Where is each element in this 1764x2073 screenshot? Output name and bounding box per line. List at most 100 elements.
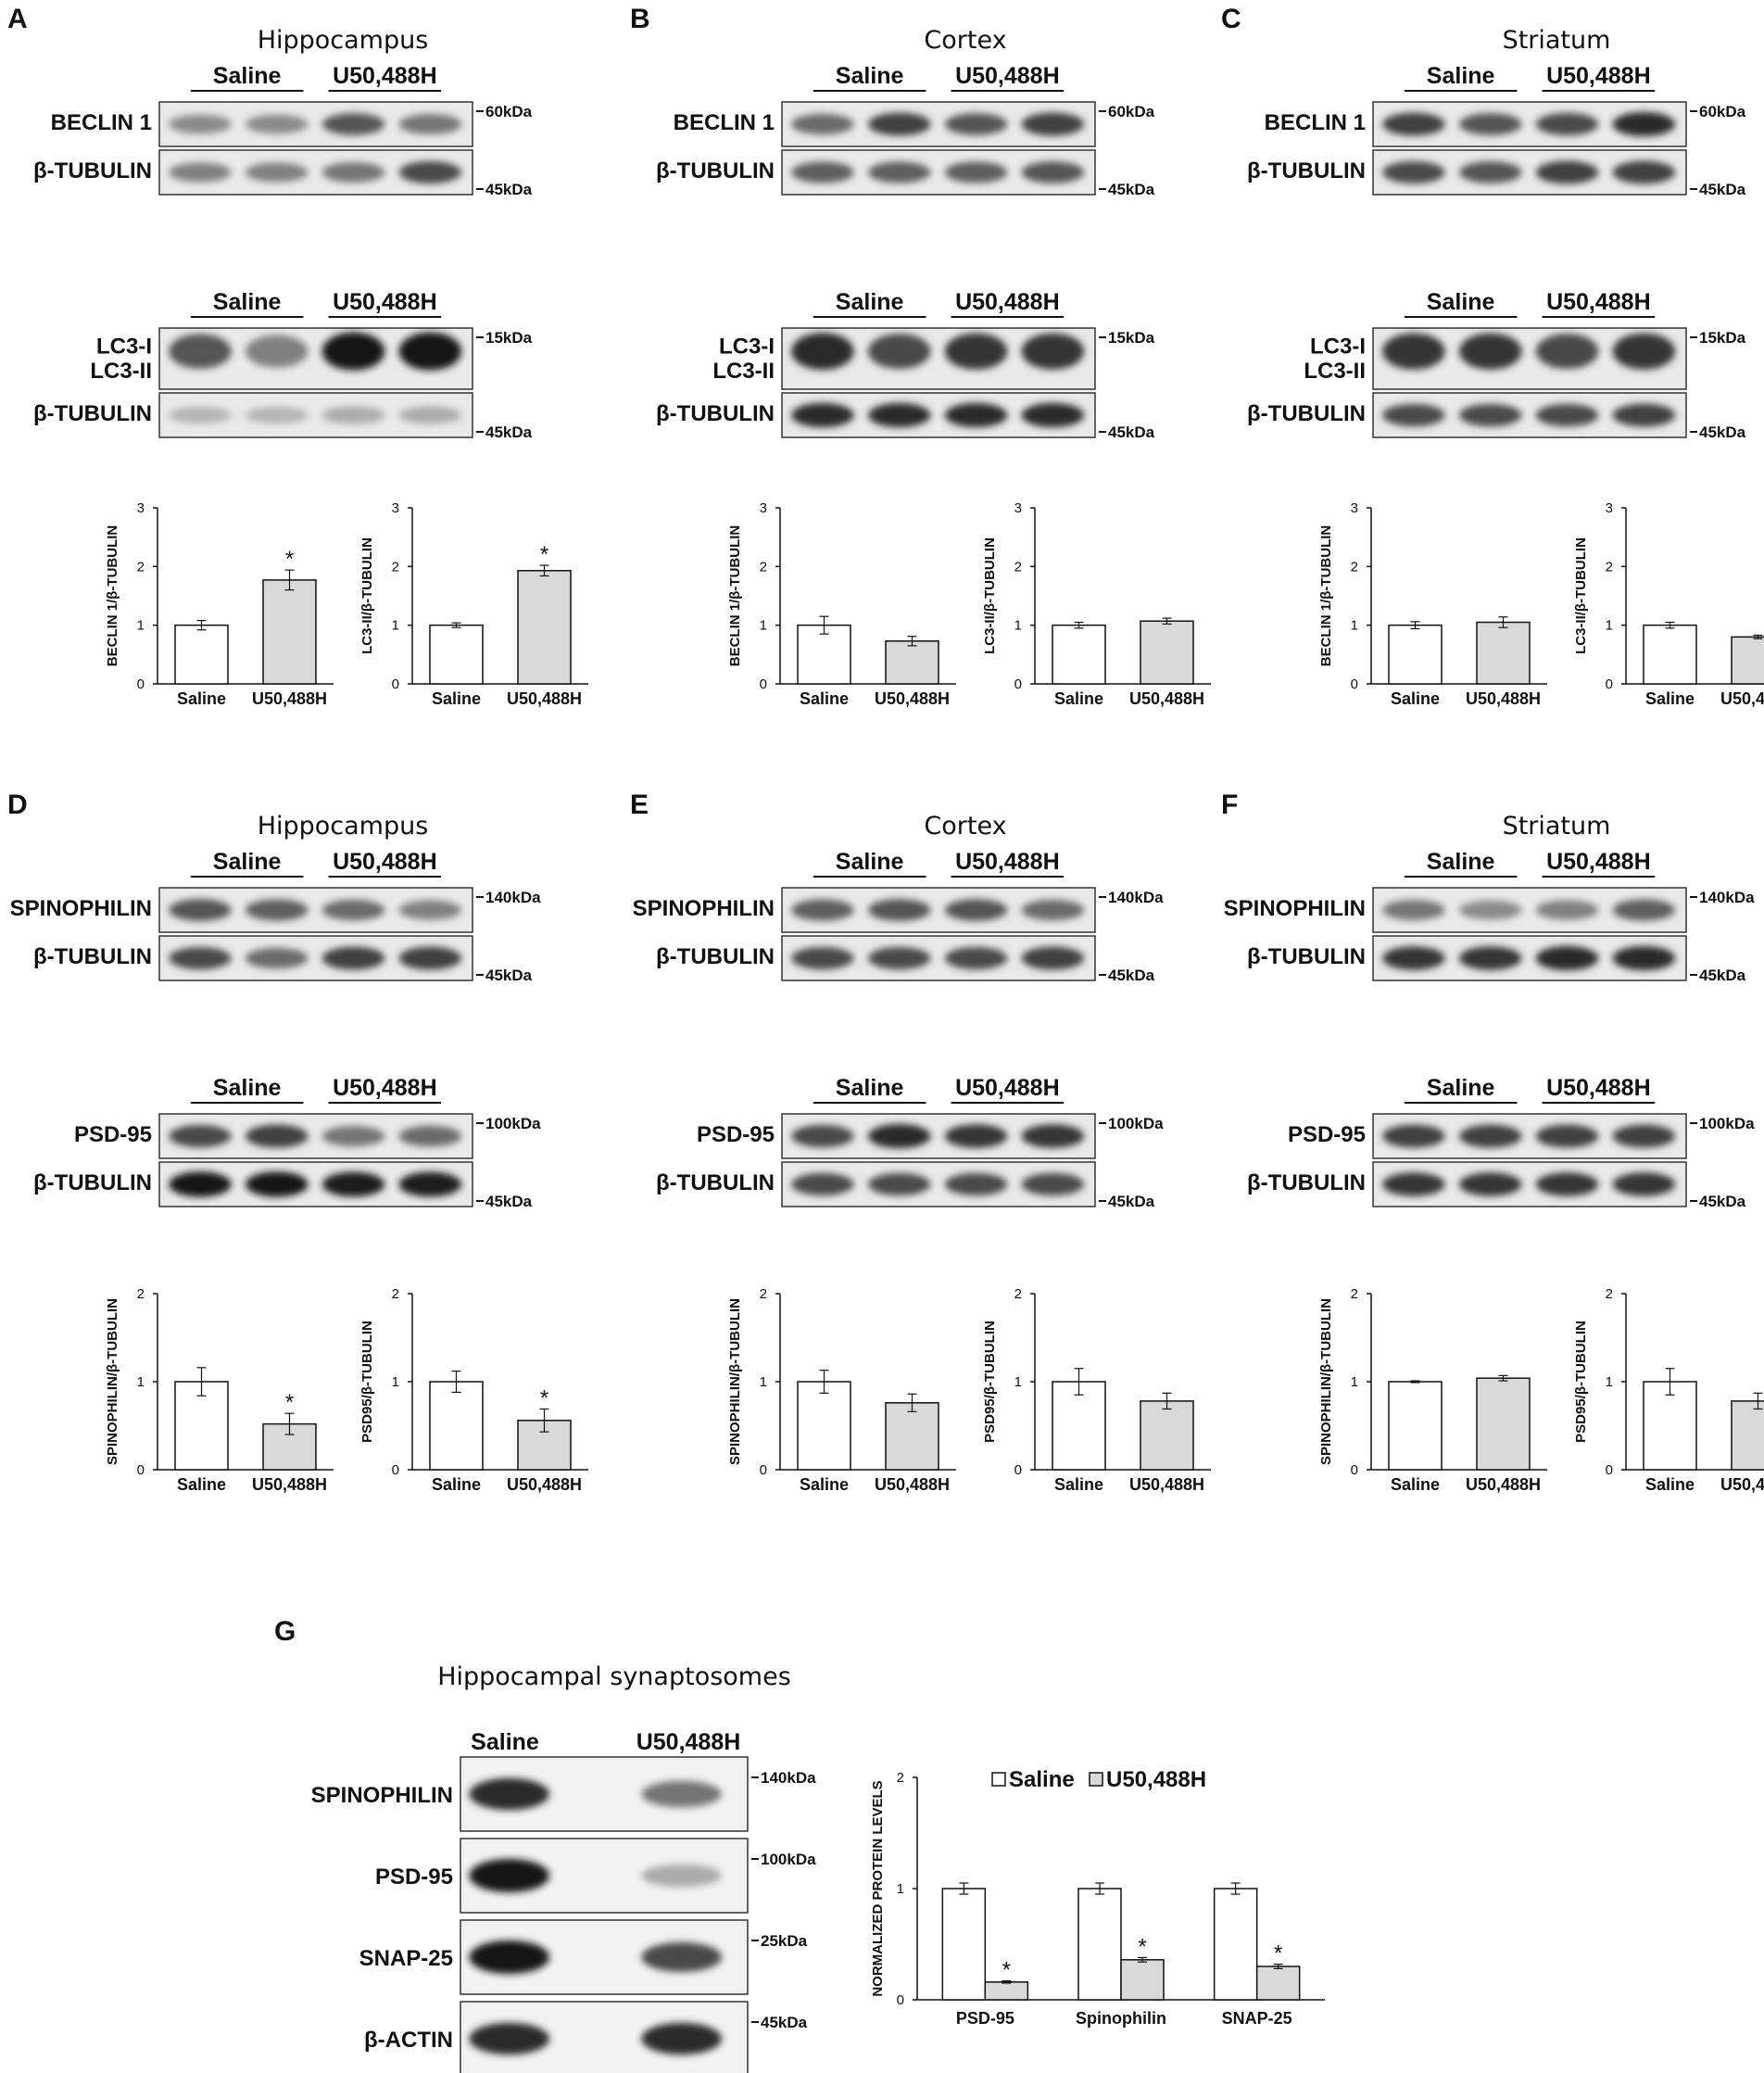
x-tick-label: Saline — [1054, 1475, 1103, 1494]
x-tick-label: Saline — [1645, 689, 1695, 708]
band — [1382, 333, 1445, 370]
legend-label: U50,488H — [1106, 1767, 1206, 1792]
band — [398, 160, 462, 184]
lane-label: SPINOPHILIN — [10, 896, 152, 921]
blot-top: Saline U50,488H BECLIN 1 60kDa β-TUBULIN 45kD… — [1247, 63, 1746, 198]
band — [169, 946, 232, 970]
group-label: Saline — [836, 289, 904, 315]
legend-swatch-u50488h — [1089, 1772, 1103, 1787]
band — [321, 162, 385, 183]
group-label: U50,488H — [1546, 1075, 1651, 1101]
band — [1612, 403, 1676, 427]
band — [867, 946, 931, 970]
band — [469, 1777, 550, 1811]
band — [867, 161, 931, 183]
band — [321, 113, 385, 135]
lane-label-2: LC3-II — [90, 359, 152, 384]
marker-label: 45kDa — [485, 967, 533, 984]
region-title: Hippocampus — [258, 812, 429, 841]
band — [398, 946, 462, 970]
y-axis-label: LC3-II/β-TUBULIN — [1573, 537, 1589, 654]
band — [944, 161, 1008, 183]
lane-label: β-TUBULIN — [33, 1170, 152, 1195]
band — [791, 402, 854, 428]
legend: Saline U50,488H — [991, 1767, 1206, 1792]
region-title: Cortex — [924, 812, 1006, 841]
lane-label: β-TUBULIN — [1247, 944, 1366, 969]
band — [1458, 333, 1522, 370]
band — [398, 406, 462, 424]
group-label: Saline — [836, 849, 904, 875]
band — [245, 162, 309, 183]
marker-label: 15kDa — [1699, 329, 1746, 347]
blot-top: Saline U50,488H SPINOPHILIN 140kDa β-TUBULIN… — [633, 849, 1164, 984]
y-tick-label: 1 — [1351, 618, 1358, 634]
panel-letter: A — [7, 4, 28, 34]
group-label: Saline — [1427, 849, 1495, 875]
band — [1382, 1172, 1445, 1196]
bar-u50488h — [1731, 1400, 1764, 1471]
bar-chart: 0 1 2 SPINOPHILIN/β-TUBULIN Saline U50,488H — [1318, 1286, 1547, 1494]
y-tick-label: 0 — [1014, 1462, 1022, 1478]
lane-label: β-TUBULIN — [1247, 158, 1366, 183]
marker-label: 140kDa — [1699, 889, 1755, 906]
group-label: U50,488H — [955, 1075, 1060, 1101]
lane-label: SPINOPHILIN — [633, 896, 775, 921]
lane-label: β-TUBULIN — [656, 944, 775, 969]
y-tick-label: 3 — [392, 500, 399, 516]
bar-saline — [797, 624, 851, 685]
band — [791, 1172, 854, 1196]
lane-label: BECLIN 1 — [674, 110, 775, 135]
group-headers: Saline U50,488H — [190, 849, 442, 878]
bar-chart: 0 1 2 3 LC3-II/β-TUBULIN Saline U50,488H — [1573, 500, 1764, 708]
y-tick-label: 2 — [1014, 1286, 1022, 1302]
panel-letter: F — [1221, 790, 1238, 820]
blot-lane: β-TUBULIN 45kDa — [656, 935, 1155, 984]
group-label: Saline — [213, 1075, 282, 1101]
lane-label: PSD-95 — [74, 1122, 152, 1147]
x-tick-label: Saline — [177, 689, 226, 708]
y-axis-label: SPINOPHILIN/β-TUBULIN — [105, 1298, 120, 1465]
band — [867, 402, 931, 428]
band — [1382, 160, 1445, 184]
y-tick-label: 2 — [760, 559, 767, 575]
group-headers: Saline U50,488H — [1404, 849, 1656, 878]
group-headers: Saline U50,488H — [1404, 1075, 1656, 1104]
band — [944, 113, 1008, 135]
y-tick-label: 0 — [1351, 676, 1358, 692]
y-tick-label: 3 — [1351, 500, 1358, 516]
y-axis-label: SPINOPHILIN/β-TUBULIN — [1318, 1298, 1334, 1465]
significance-star: * — [1002, 1958, 1011, 1983]
group-label: U50,488H — [1546, 63, 1651, 89]
significance-star: * — [1274, 1941, 1282, 1966]
x-tick-label: PSD-95 — [956, 2009, 1014, 2028]
band — [321, 406, 385, 424]
marker-label: 60kDa — [485, 103, 533, 120]
band — [1382, 946, 1445, 970]
panel-letter: E — [630, 790, 649, 820]
x-tick-label: U50,488H — [1129, 689, 1204, 708]
x-tick-label: Saline — [177, 1475, 226, 1494]
region-title: Cortex — [924, 26, 1006, 55]
group-label: U50,488H — [955, 289, 1060, 315]
band — [867, 1123, 931, 1149]
group-label: U50,488H — [1546, 849, 1651, 875]
band — [1535, 1172, 1599, 1196]
y-tick-label: 3 — [137, 500, 145, 516]
y-tick-label: 2 — [1014, 559, 1022, 575]
band — [1021, 333, 1085, 370]
lane-label: SPINOPHILIN — [1224, 896, 1366, 921]
blot-top: Saline U50,488H SPINOPHILIN 140kDa β-TUBULIN… — [1224, 849, 1755, 984]
y-tick-label: 1 — [1351, 1374, 1358, 1390]
lane-label: SPINOPHILIN — [311, 1783, 453, 1808]
band — [169, 406, 232, 424]
bar-saline — [174, 624, 229, 685]
x-tick-label: U50,488H — [875, 1475, 950, 1494]
region-title: Striatum — [1503, 26, 1611, 55]
group-label: U50,488H — [333, 1075, 437, 1101]
bar-saline — [1213, 1888, 1258, 2001]
band — [641, 1780, 723, 1808]
lane-label: β-TUBULIN — [33, 944, 152, 969]
y-tick-label: 2 — [1606, 1286, 1613, 1302]
